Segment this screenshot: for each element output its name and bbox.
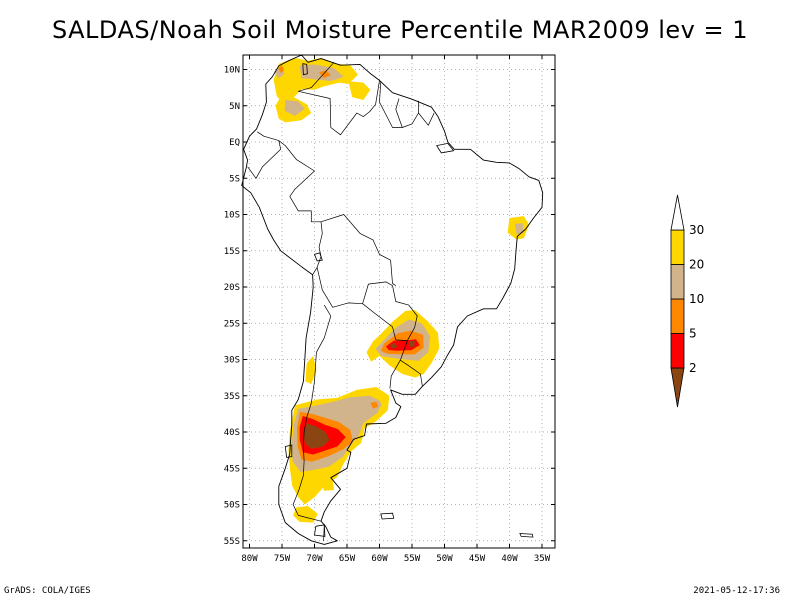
country-border bbox=[297, 62, 380, 136]
footer-credit: GrADS: COLA/IGES bbox=[4, 586, 91, 596]
y-tick-label: 10N bbox=[224, 66, 240, 76]
country-border bbox=[389, 340, 408, 389]
map-frame bbox=[242, 54, 556, 549]
colorbar-segment bbox=[670, 194, 685, 231]
y-tick-label: 25S bbox=[224, 319, 240, 329]
y-tick-label: 35S bbox=[224, 392, 240, 402]
y-tick-label: 10S bbox=[224, 211, 240, 221]
y-tick-label: 5N bbox=[229, 102, 240, 112]
anomaly-region bbox=[305, 355, 317, 385]
island-outline bbox=[380, 512, 395, 520]
x-tick-label: 65W bbox=[339, 554, 356, 564]
x-tick-label: 75W bbox=[274, 554, 291, 564]
lake-outline bbox=[302, 63, 308, 76]
y-tick-label: 5S bbox=[229, 174, 240, 184]
anomaly-region bbox=[389, 342, 398, 349]
colorbar-segment bbox=[670, 298, 685, 334]
continent-outline bbox=[241, 54, 544, 545]
colorbar-segment bbox=[670, 367, 685, 408]
anomaly-region bbox=[293, 506, 318, 523]
country-border bbox=[320, 214, 396, 286]
anomaly-shading bbox=[273, 57, 529, 523]
y-tick-label: 50S bbox=[224, 501, 240, 511]
x-tick-label: 55W bbox=[404, 554, 421, 564]
island-outline bbox=[284, 444, 293, 458]
anomaly-region bbox=[409, 340, 415, 348]
coastline bbox=[241, 54, 544, 545]
country-border bbox=[292, 304, 332, 522]
x-tick-label: 80W bbox=[241, 554, 258, 564]
anomaly-region bbox=[273, 57, 359, 105]
anomaly-region bbox=[514, 223, 524, 235]
country-border bbox=[362, 285, 418, 341]
longitude-ticks: 80W 75W 70W 65W 60W 55W 50W 45W 40W 35W bbox=[241, 55, 551, 564]
colorbar-label: 2 bbox=[689, 361, 697, 375]
latitude-ticks: 10N 5N EQ 5S 10S 15S 20S 25S 30S 35S 40S 45S 50S 55S bbox=[224, 66, 555, 547]
country-border bbox=[323, 524, 325, 541]
island-outline bbox=[314, 524, 326, 537]
lake-outline bbox=[313, 252, 323, 262]
colorbar-label: 30 bbox=[689, 223, 704, 237]
country-border bbox=[379, 81, 403, 128]
colorbar-label: 5 bbox=[689, 327, 697, 341]
country-border bbox=[400, 359, 423, 387]
colorbar: 2 5 10 20 30 bbox=[670, 194, 704, 408]
country-border bbox=[289, 170, 323, 275]
y-tick-label: EQ bbox=[229, 138, 240, 148]
y-tick-label: 15S bbox=[224, 247, 240, 257]
anomaly-region bbox=[278, 65, 284, 74]
page-title: SALDAS/Noah Soil Moisture Percentile MAR… bbox=[51, 16, 749, 44]
anomaly-region bbox=[322, 479, 334, 491]
country-border bbox=[247, 140, 282, 179]
x-tick-label: 60W bbox=[371, 554, 388, 564]
x-tick-label: 45W bbox=[469, 554, 486, 564]
anomaly-region bbox=[348, 81, 371, 100]
country-border bbox=[257, 131, 315, 172]
y-tick-label: 55S bbox=[224, 537, 240, 547]
x-tick-label: 50W bbox=[436, 554, 453, 564]
colorbar-segment bbox=[670, 264, 685, 300]
x-tick-label: 70W bbox=[306, 554, 323, 564]
island-outline bbox=[519, 533, 534, 538]
y-tick-label: 30S bbox=[224, 356, 240, 366]
colorbar-segment bbox=[670, 229, 685, 265]
y-tick-label: 45S bbox=[224, 464, 240, 474]
colorbar-label: 20 bbox=[689, 258, 704, 272]
anomaly-region bbox=[303, 423, 330, 449]
country-border bbox=[402, 100, 419, 128]
colorbar-label: 10 bbox=[689, 292, 704, 306]
island-outline bbox=[436, 142, 455, 154]
country-border bbox=[418, 112, 435, 126]
anomaly-region bbox=[319, 70, 331, 79]
x-tick-label: 40W bbox=[501, 554, 518, 564]
colorbar-segment bbox=[670, 333, 685, 369]
anomaly-region bbox=[284, 100, 305, 116]
anomaly-region bbox=[370, 401, 379, 409]
country-borders bbox=[247, 62, 435, 541]
y-tick-label: 20S bbox=[224, 283, 240, 293]
y-tick-label: 40S bbox=[224, 428, 240, 438]
grid-lines bbox=[243, 55, 555, 548]
footer-timestamp: 2021-05-12-17:36 bbox=[693, 586, 780, 596]
x-tick-label: 35W bbox=[534, 554, 551, 564]
country-border bbox=[316, 267, 393, 308]
